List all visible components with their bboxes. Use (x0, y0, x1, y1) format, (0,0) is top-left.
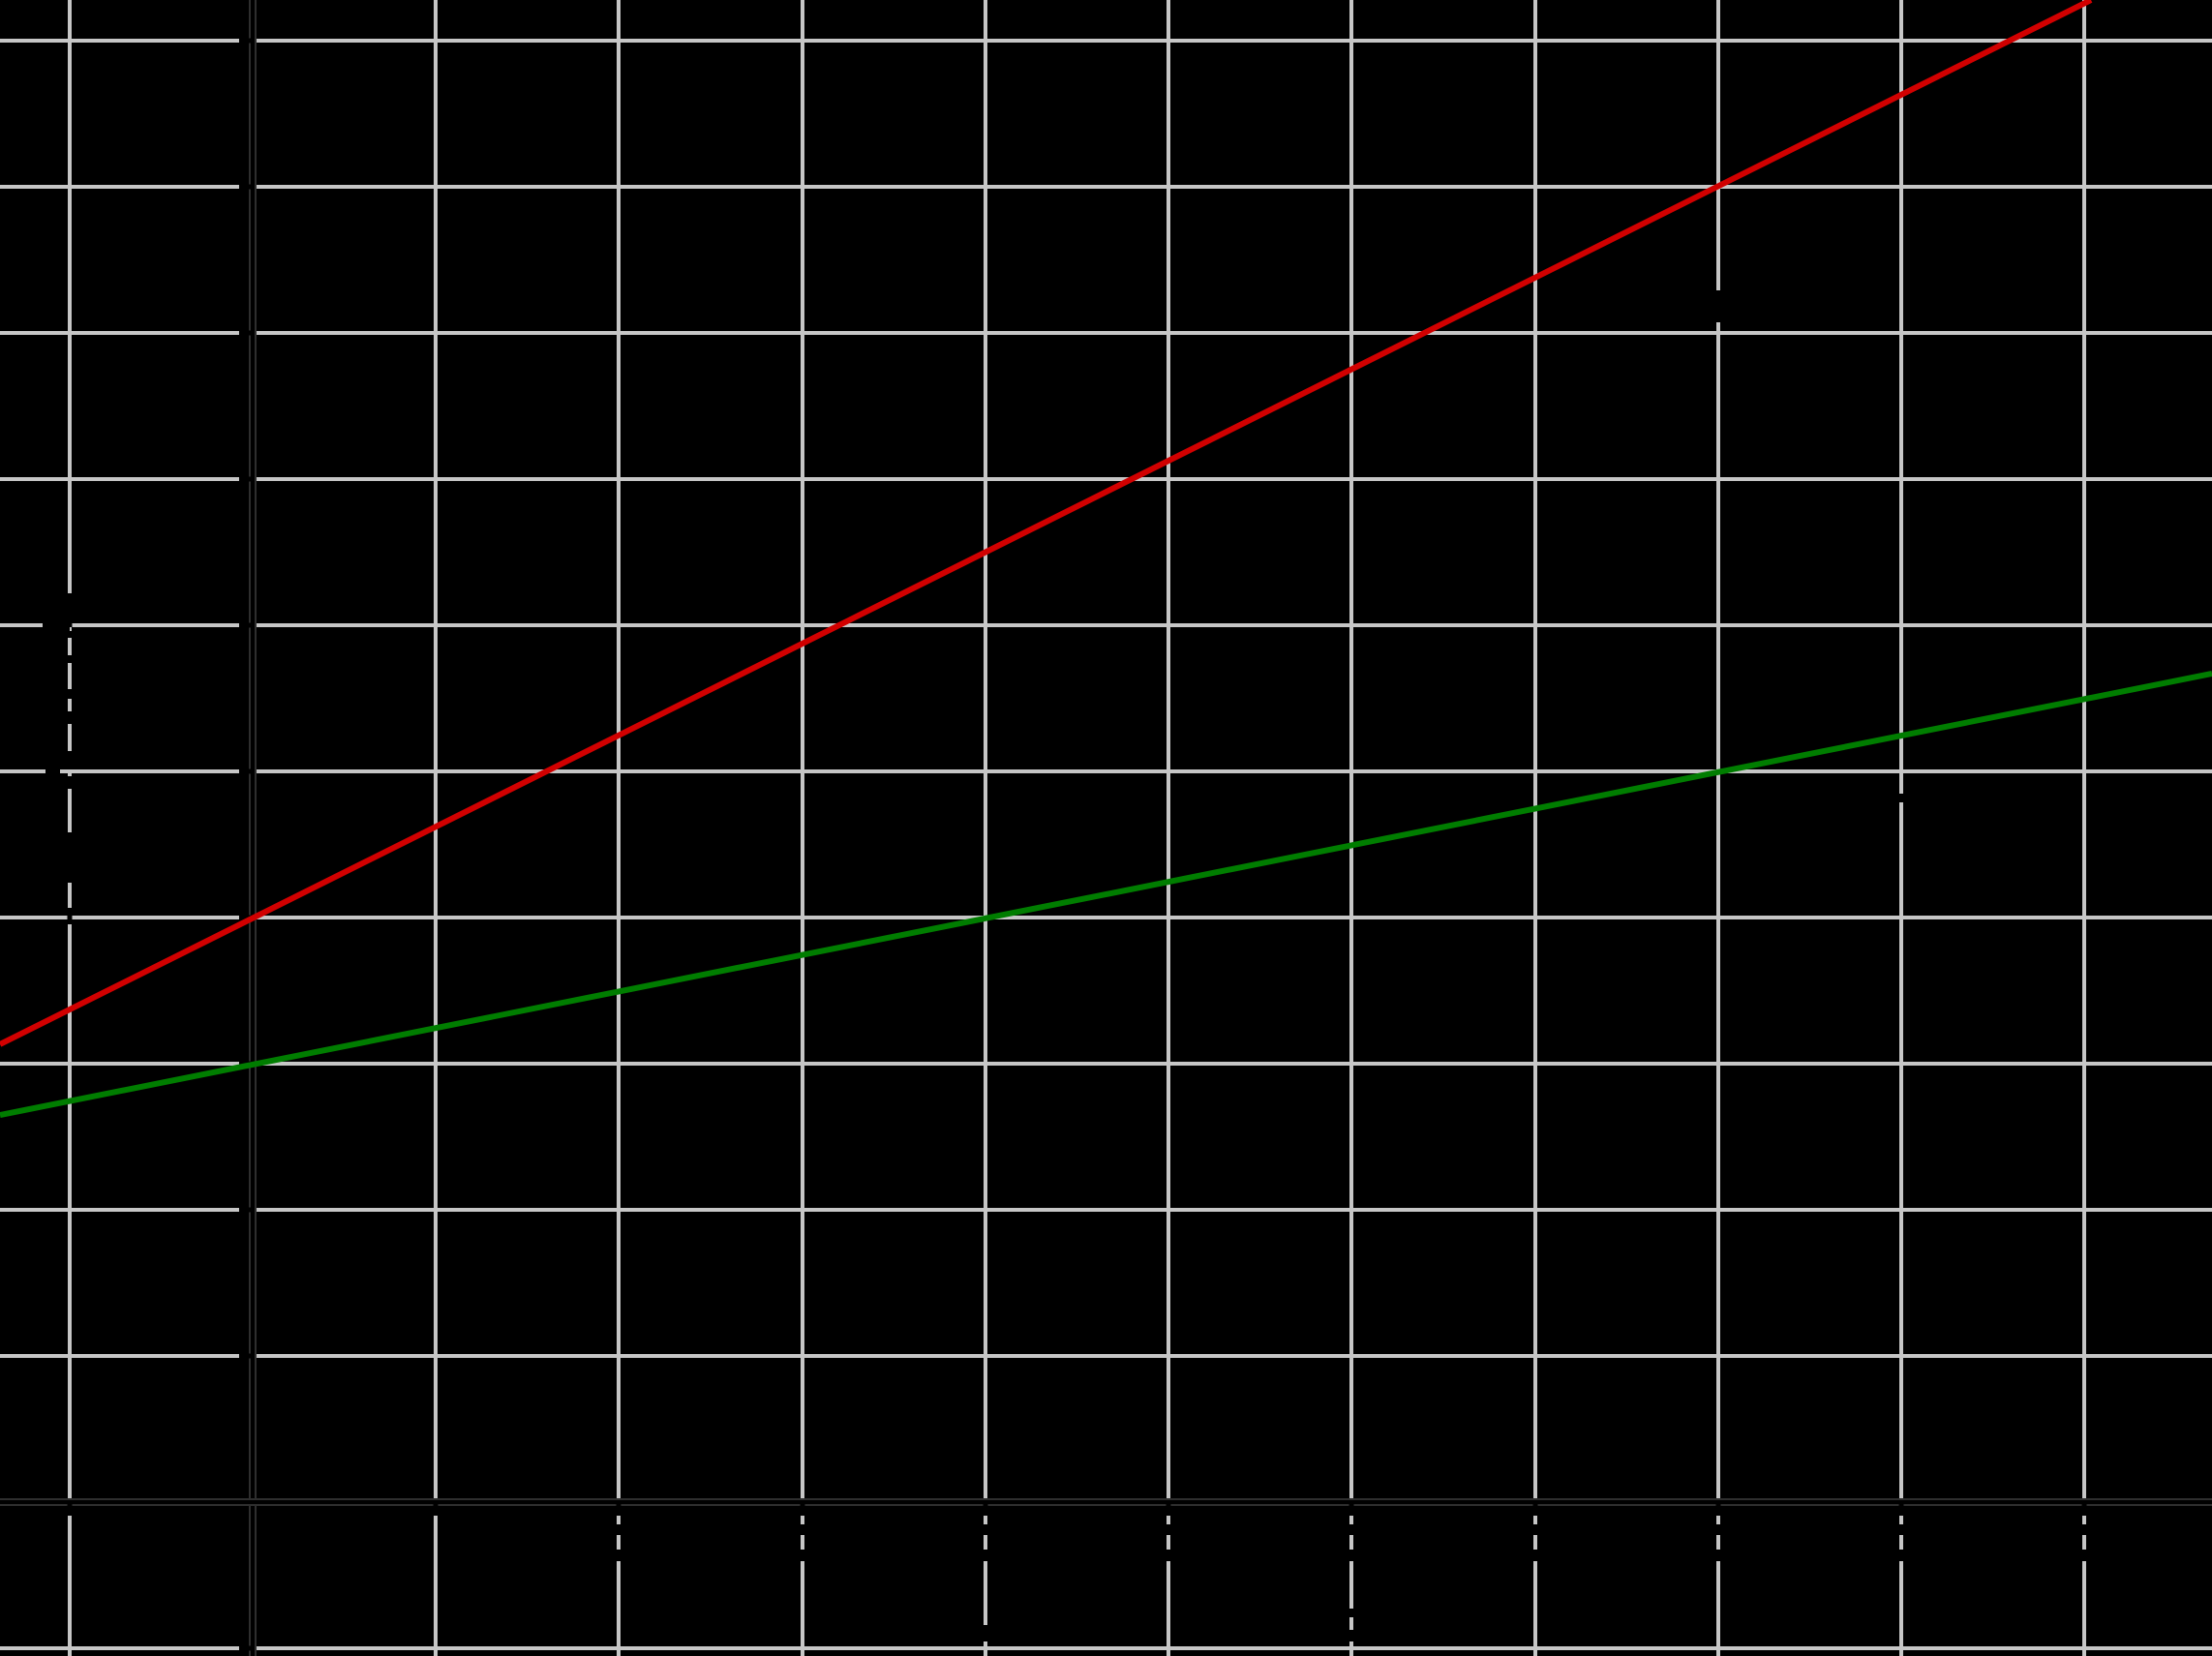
vertical-gridline (1533, 0, 1537, 1656)
label-ghost-fragment (1348, 1609, 1354, 1617)
horizontal-gridline (0, 39, 2212, 43)
tick-label-ghost-fragment (2081, 1550, 2087, 1561)
label-ghost-fragment (67, 776, 73, 789)
label-ghost-fragment (1715, 290, 1722, 322)
horizontal-gridline (0, 331, 2212, 335)
tick-label-ghost-fragment (1898, 1524, 1904, 1535)
horizontal-gridline (0, 1646, 2212, 1650)
x-axis-tick (67, 1502, 73, 1516)
tick-label-ghost-fragment (1715, 1550, 1721, 1561)
tick-label-ghost-fragment (1166, 1550, 1171, 1561)
vertical-gridline (1167, 0, 1170, 1656)
horizontal-gridline (0, 1208, 2212, 1212)
label-ghost-fragment (67, 593, 73, 627)
x-axis-tick (1532, 1502, 1538, 1516)
label-ghost-fragment (67, 751, 73, 769)
tick-label-ghost-fragment (616, 1524, 621, 1535)
tick-label-ghost-fragment (1898, 1550, 1904, 1561)
label-ghost-fragment (67, 711, 73, 724)
tick-label-ghost-fragment (1715, 1524, 1721, 1535)
label-ghost-fragment (67, 631, 73, 638)
label-ghost-fragment (67, 832, 73, 883)
label-ghost-fragment (1898, 794, 1904, 802)
y-axis-tick (239, 1645, 253, 1651)
vertical-gridline (617, 0, 621, 1656)
vertical-gridline (1349, 0, 1353, 1656)
x-axis-tick (616, 1502, 621, 1516)
y-axis-tick (239, 476, 253, 482)
tick-label-ghost-fragment (1166, 1524, 1171, 1535)
tick-label-ghost-fragment (983, 1524, 988, 1535)
label-ghost-fragment (67, 908, 73, 924)
x-axis-tick (1166, 1502, 1171, 1516)
vertical-gridline (1899, 0, 1903, 1656)
tick-label-ghost-fragment (616, 1550, 621, 1561)
horizontal-gridline (0, 1062, 2212, 1066)
y-axis-tick (239, 184, 253, 190)
horizontal-gridline (0, 623, 2212, 627)
x-axis-tick (1898, 1502, 1904, 1516)
x-axis-tick (433, 1502, 439, 1516)
green-line[interactable] (0, 671, 2212, 1118)
x-axis-tick (1348, 1502, 1354, 1516)
red-line[interactable] (0, 0, 2093, 1047)
tick-label-ghost-fragment (1348, 1524, 1354, 1535)
y-axis-tick (239, 1207, 253, 1213)
vertical-gridline (984, 0, 987, 1656)
label-ghost-fragment (983, 1625, 988, 1641)
horizontal-gridline (0, 477, 2212, 481)
x-axis-tick (800, 1502, 805, 1516)
x-axis (0, 1500, 2212, 1504)
y-axis-tick (239, 768, 253, 774)
tick-label-ghost-fragment (983, 1550, 988, 1561)
tick-label-ghost-fragment (2081, 1524, 2087, 1535)
vertical-gridline (2082, 0, 2086, 1656)
y-axis (251, 0, 255, 1656)
horizontal-gridline (0, 1354, 2212, 1358)
y-axis-tick (239, 38, 253, 44)
y-axis-tick (239, 915, 253, 920)
label-ghost-fragment (45, 766, 60, 777)
x-axis-tick (2081, 1502, 2087, 1516)
label-ghost-fragment (67, 655, 73, 663)
vertical-gridline (801, 0, 804, 1656)
horizontal-gridline (0, 185, 2212, 189)
y-axis-tick (239, 622, 253, 628)
y-axis-tick (239, 330, 253, 336)
tick-label-ghost-fragment (800, 1550, 805, 1561)
horizontal-gridline (0, 916, 2212, 919)
vertical-gridline (68, 0, 72, 1656)
label-ghost-fragment (67, 689, 73, 699)
x-axis-tick (1715, 1502, 1721, 1516)
horizontal-gridline (0, 769, 2212, 773)
ghost-fragments (43, 290, 2087, 1641)
y-axis-tick (239, 1353, 253, 1359)
vertical-gridline (1716, 0, 1720, 1656)
tick-label-ghost-fragment (800, 1524, 805, 1535)
label-ghost-fragment (43, 612, 70, 632)
tick-label-ghost-fragment (1532, 1550, 1538, 1561)
label-ghost-fragment (1348, 1630, 1354, 1641)
x-axis-tick (983, 1502, 988, 1516)
tick-label-ghost-fragment (1348, 1550, 1354, 1561)
tick-label-ghost-fragment (1532, 1524, 1538, 1535)
